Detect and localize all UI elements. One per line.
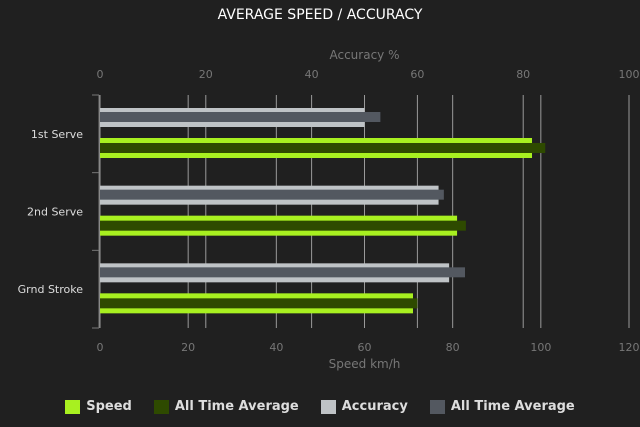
- legend-item: Speed: [65, 399, 132, 414]
- bottom-tick-label: 80: [446, 341, 460, 354]
- bottom-axis-title: Speed km/h: [329, 357, 401, 371]
- bottom-tick-label: 60: [358, 341, 372, 354]
- bottom-tick-label: 100: [530, 341, 551, 354]
- bar-accuracy-all-time-average: [100, 189, 444, 200]
- legend-item: All Time Average: [429, 399, 575, 414]
- bar-accuracy-all-time-average: [100, 267, 466, 278]
- legend-label: All Time Average: [450, 399, 575, 414]
- bar-speed-all-time-average: [100, 220, 466, 231]
- bottom-tick-label: 0: [97, 341, 104, 354]
- bottom-tick-label: 20: [181, 341, 195, 354]
- category-label: 2nd Serve: [27, 206, 83, 219]
- legend-item: All Time Average: [153, 399, 299, 414]
- legend-label: All Time Average: [174, 399, 299, 414]
- bar-speed-all-time-average: [100, 143, 546, 153]
- legend-swatch: [65, 399, 81, 414]
- bar-accuracy-all-time-average: [100, 112, 381, 122]
- top-tick-label: 60: [410, 68, 424, 81]
- top-tick-label: 0: [97, 68, 104, 81]
- top-tick-label: 40: [305, 68, 319, 81]
- chart-title: AVERAGE SPEED / ACCURACY: [217, 7, 423, 23]
- legend-swatch: [153, 399, 169, 414]
- legend-label: Accuracy: [341, 399, 408, 414]
- chart-plot: 0 20 40 60 80 100 0 20 40 60 80 100 120 Accuracy % Spe…: [18, 48, 640, 371]
- top-axis-title: Accuracy %: [329, 48, 399, 62]
- legend-label: Speed: [86, 399, 132, 414]
- legend-swatch: [320, 399, 336, 414]
- bottom-tick-label: 40: [269, 341, 283, 354]
- top-tick-label: 100: [619, 68, 640, 81]
- category-label: 1st Serve: [31, 128, 83, 141]
- bar-speed-all-time-average: [100, 298, 418, 309]
- top-tick-label: 20: [199, 68, 213, 81]
- legend-swatch: [429, 399, 445, 414]
- legend-item: Accuracy: [320, 399, 408, 414]
- legend: Speed All Time Average Accuracy All Time…: [0, 399, 640, 414]
- top-tick-label: 80: [516, 68, 530, 81]
- bottom-tick-label: 120: [619, 341, 640, 354]
- category-label: Grnd Stroke: [18, 283, 84, 296]
